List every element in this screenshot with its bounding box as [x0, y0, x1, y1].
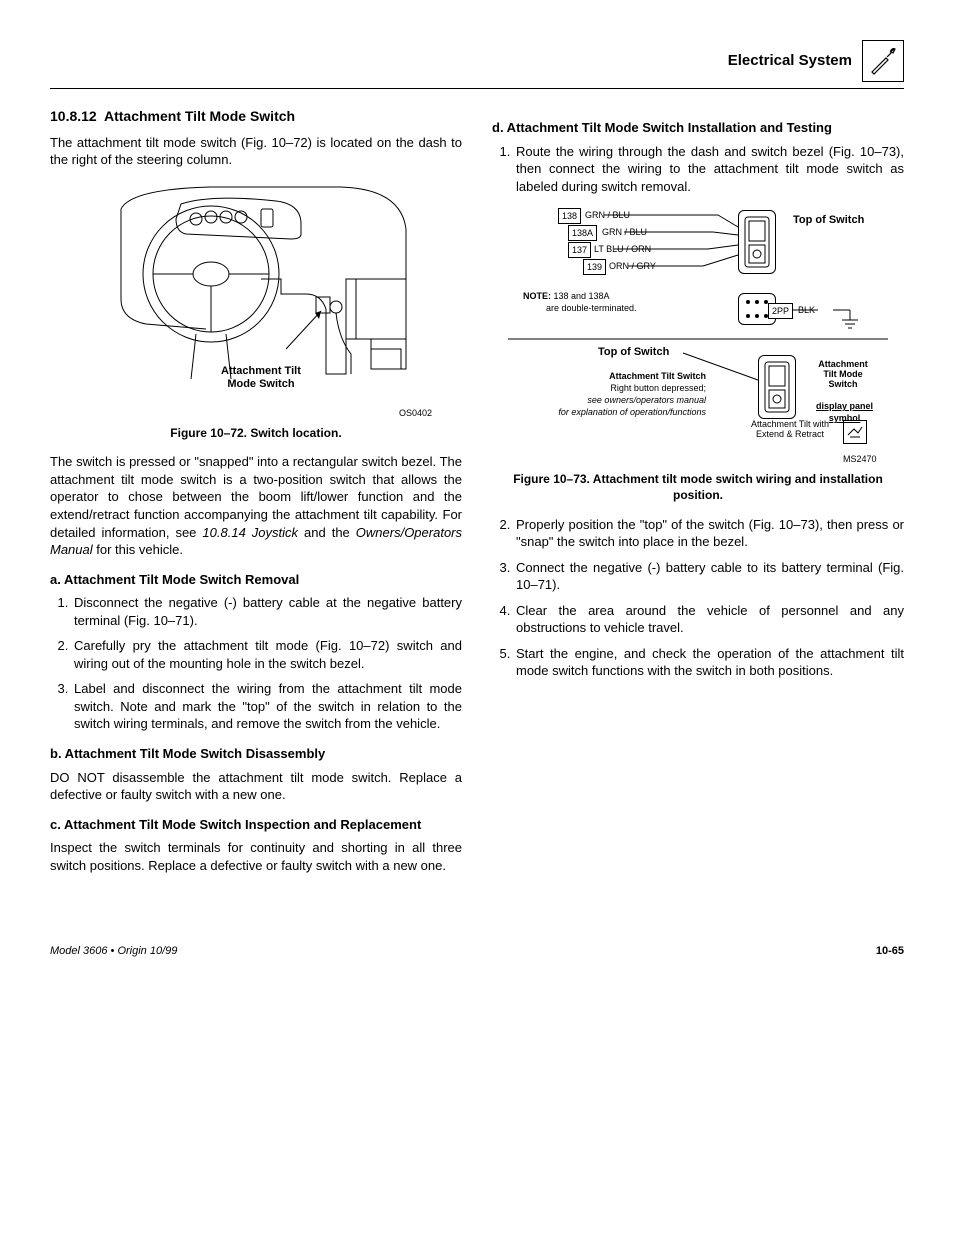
wire-color: GRN / BLU	[602, 226, 647, 238]
top-label-2: Top of Switch	[598, 345, 669, 360]
wire-color: BLK	[798, 304, 815, 316]
footer-model: Model 3606 • Origin 10/99	[50, 944, 177, 959]
wire-tag: 139	[583, 259, 606, 275]
wire-tag: 2PP	[768, 303, 793, 319]
list-item: Connect the negative (-) battery cable t…	[514, 559, 904, 594]
page-footer: Model 3606 • Origin 10/99 10-65	[50, 944, 904, 959]
top-label: Top of Switch	[793, 213, 864, 228]
wire-tag: 137	[568, 242, 591, 258]
sub-b-heading: b. Attachment Tilt Mode Switch Disassemb…	[50, 745, 462, 763]
screwdriver-icon	[862, 40, 904, 82]
wire-tag: 138	[558, 208, 581, 224]
list-item: Label and disconnect the wiring from the…	[72, 680, 462, 733]
list-item: Route the wiring through the dash and sw…	[514, 143, 904, 196]
section-title: Attachment Tilt Mode Switch	[104, 108, 295, 124]
footer-page: 10-65	[876, 944, 904, 959]
sub-d-steps-1: Route the wiring through the dash and sw…	[492, 143, 904, 196]
fig72-caption: Figure 10–72. Switch location.	[50, 425, 462, 441]
fig73-id: MS2470	[843, 453, 877, 465]
list-item: Clear the area around the vehicle of per…	[514, 602, 904, 637]
list-item: Properly position the "top" of the switc…	[514, 516, 904, 551]
wire-tag: 138A	[568, 225, 597, 241]
sub-b-para: DO NOT disassemble the attachment tilt m…	[50, 769, 462, 804]
fig73-caption: Figure 10–73. Attachment tilt mode switc…	[492, 471, 904, 503]
sub-d-heading: d. Attachment Tilt Mode Switch Installat…	[512, 119, 904, 137]
section-number: 10.8.12	[50, 108, 97, 124]
header-title: Electrical System	[728, 51, 852, 71]
sub-a-steps: Disconnect the negative (-) battery cabl…	[50, 594, 462, 733]
sub-d-steps-rest: Properly position the "top" of the switc…	[492, 516, 904, 680]
right-column: d. Attachment Tilt Mode Switch Installat…	[492, 107, 904, 884]
page-header: Electrical System	[50, 40, 904, 89]
intro-para: The attachment tilt mode switch (Fig. 10…	[50, 134, 462, 169]
left-column: 10.8.12 Attachment Tilt Mode Switch The …	[50, 107, 462, 884]
para-2: The switch is pressed or "snapped" into …	[50, 453, 462, 558]
list-item: Disconnect the negative (-) battery cabl…	[72, 594, 462, 629]
wire-color: ORN / GRY	[609, 260, 656, 272]
figure-72: Attachment Tilt Mode Switch OS0402	[50, 179, 462, 419]
figure-73: 138 GRN / BLU 138A GRN / BLU 137 LT BLU …	[492, 205, 904, 465]
sub-a-heading: a. Attachment Tilt Mode Switch Removal	[50, 571, 462, 589]
fig72-callout: Attachment Tilt Mode Switch	[221, 365, 301, 391]
section-heading: 10.8.12 Attachment Tilt Mode Switch	[50, 107, 462, 126]
sub-c-para: Inspect the switch terminals for continu…	[50, 839, 462, 874]
wire-color: GRN / BLU	[585, 209, 630, 221]
sub-c-heading: c. Attachment Tilt Mode Switch Inspectio…	[50, 816, 462, 834]
list-item: Carefully pry the attachment tilt mode (…	[72, 637, 462, 672]
wire-color: LT BLU / ORN	[594, 243, 651, 255]
list-item: Start the engine, and check the operatio…	[514, 645, 904, 680]
content-columns: 10.8.12 Attachment Tilt Mode Switch The …	[50, 107, 904, 884]
note-line2: are double-terminated.	[546, 302, 637, 314]
ats-title: Attachment Tilt Switch	[556, 370, 706, 382]
